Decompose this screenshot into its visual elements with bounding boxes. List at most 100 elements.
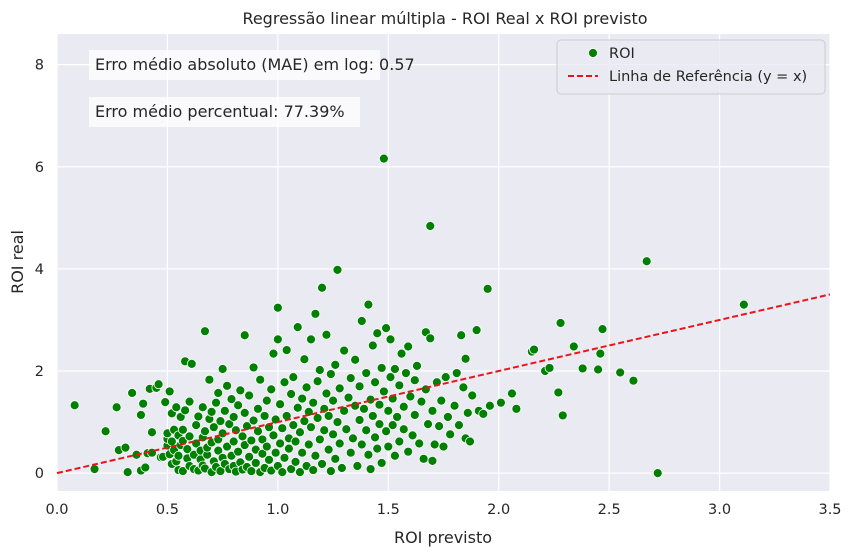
data-point [427,455,438,466]
data-point [325,369,336,379]
y-tick-label: 0 [35,466,44,482]
data-point [147,427,157,438]
data-point [242,421,252,432]
data-point [332,417,343,427]
data-point [200,426,210,437]
data-point [292,402,303,413]
data-point [224,419,235,430]
data-points [69,153,749,479]
data-point [445,429,456,440]
data-point [467,390,478,401]
y-tick-label: 4 [35,262,44,278]
data-point [268,348,279,359]
data-point [376,363,387,373]
data-point [264,422,274,433]
data-point [367,411,378,421]
data-point [345,447,356,458]
data-point [738,299,749,310]
data-point [365,464,376,474]
x-axis-label: ROI previsto [394,528,492,547]
data-point [306,334,316,345]
data-point [454,420,464,431]
data-point [317,282,327,293]
data-point [233,446,244,457]
data-point [557,410,568,421]
data-point [429,439,440,450]
data-point [641,256,652,267]
data-point [343,392,354,403]
data-point [136,410,146,420]
data-point [290,456,301,467]
legend-label-reference: Linha de Referência (y = x) [609,69,807,85]
data-point [286,389,297,399]
data-point [281,345,292,355]
data-point [310,450,321,461]
data-point [423,419,433,430]
data-point [392,412,403,422]
data-point [100,426,111,437]
data-point [301,382,312,393]
data-point [471,325,482,336]
data-point [354,381,365,392]
data-point [409,375,420,386]
data-point [434,421,444,432]
data-point [215,416,226,426]
data-point [403,446,414,457]
y-tick-label: 6 [35,160,44,176]
data-point [396,348,407,359]
data-point [359,403,369,414]
data-point [222,380,232,391]
data-point [228,412,239,422]
data-point [328,429,338,440]
data-point [425,221,436,231]
data-point [219,405,230,416]
data-point [226,394,237,404]
data-point [378,153,389,164]
data-point [398,401,409,412]
data-point [332,265,343,275]
data-point [339,345,350,356]
data-point [361,368,372,378]
data-point [295,427,305,438]
x-tick-labels: 0.0 0.5 1.0 1.5 2.0 2.5 3.0 3.5 [45,502,841,518]
data-point [303,439,314,450]
data-point [323,444,334,455]
data-point [341,424,352,435]
data-point [456,330,467,341]
data-point [405,391,416,402]
x-tick-label: 3.0 [708,502,731,518]
data-point [257,448,268,459]
y-axis-label: ROI real [8,230,27,294]
data-point [186,358,197,369]
data-point [478,408,489,419]
data-point [314,365,325,375]
data-point [222,441,232,452]
data-point [378,386,389,397]
data-point [436,395,447,406]
data-point [279,377,290,388]
data-point [283,443,294,454]
data-point [390,364,400,374]
data-point [330,359,341,370]
data-point [206,406,217,417]
data-point [496,397,506,408]
legend-marker-roi [588,48,598,58]
data-point [427,405,438,416]
data-point [208,422,219,433]
data-point [239,330,250,341]
data-point [255,374,266,385]
data-point [568,341,579,352]
data-point [440,372,451,383]
x-tick-label: 1.0 [266,502,289,518]
x-tick-label: 3.5 [818,502,841,518]
data-point [314,434,325,445]
data-point [328,395,338,406]
data-point [253,426,263,437]
data-point [213,388,224,398]
data-point [363,299,374,310]
percent-error-annotation-box [89,97,360,127]
data-point [361,425,372,436]
data-point [394,380,405,391]
data-point [354,415,365,425]
